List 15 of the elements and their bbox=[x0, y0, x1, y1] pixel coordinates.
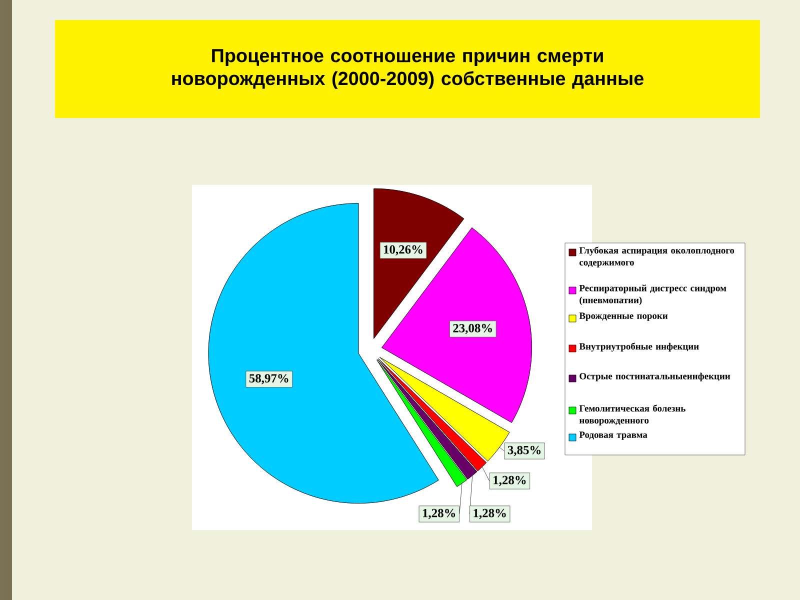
legend-label: Врожденные пороки bbox=[579, 312, 668, 321]
data-label: 1,28% bbox=[474, 508, 506, 520]
data-label: 3,85% bbox=[508, 446, 541, 456]
chart-title: Процентное соотношение причин смерти новорожденных (2000-2009) собственные данные bbox=[172, 49, 644, 89]
legend-label: Родовая травма bbox=[579, 432, 648, 440]
legend-label: Острые постинатальныеинфекции bbox=[580, 372, 730, 382]
legend-label: Глубокая аспирация околоплодного содержимого bbox=[579, 246, 734, 268]
data-label: 1,28% bbox=[494, 476, 526, 486]
data-label: 10,26% bbox=[384, 245, 422, 256]
data-label: 58,97% bbox=[249, 374, 288, 384]
legend-label: Респираторный дистресс синдром (пневмопатии) bbox=[579, 284, 726, 306]
data-label: 1,28% bbox=[423, 508, 456, 520]
legend-label: Внутриутробные инфекции bbox=[579, 342, 699, 352]
legend-label: Гемолитическая болезнь новорожденного bbox=[579, 404, 686, 426]
data-label: 23,08% bbox=[453, 324, 492, 334]
